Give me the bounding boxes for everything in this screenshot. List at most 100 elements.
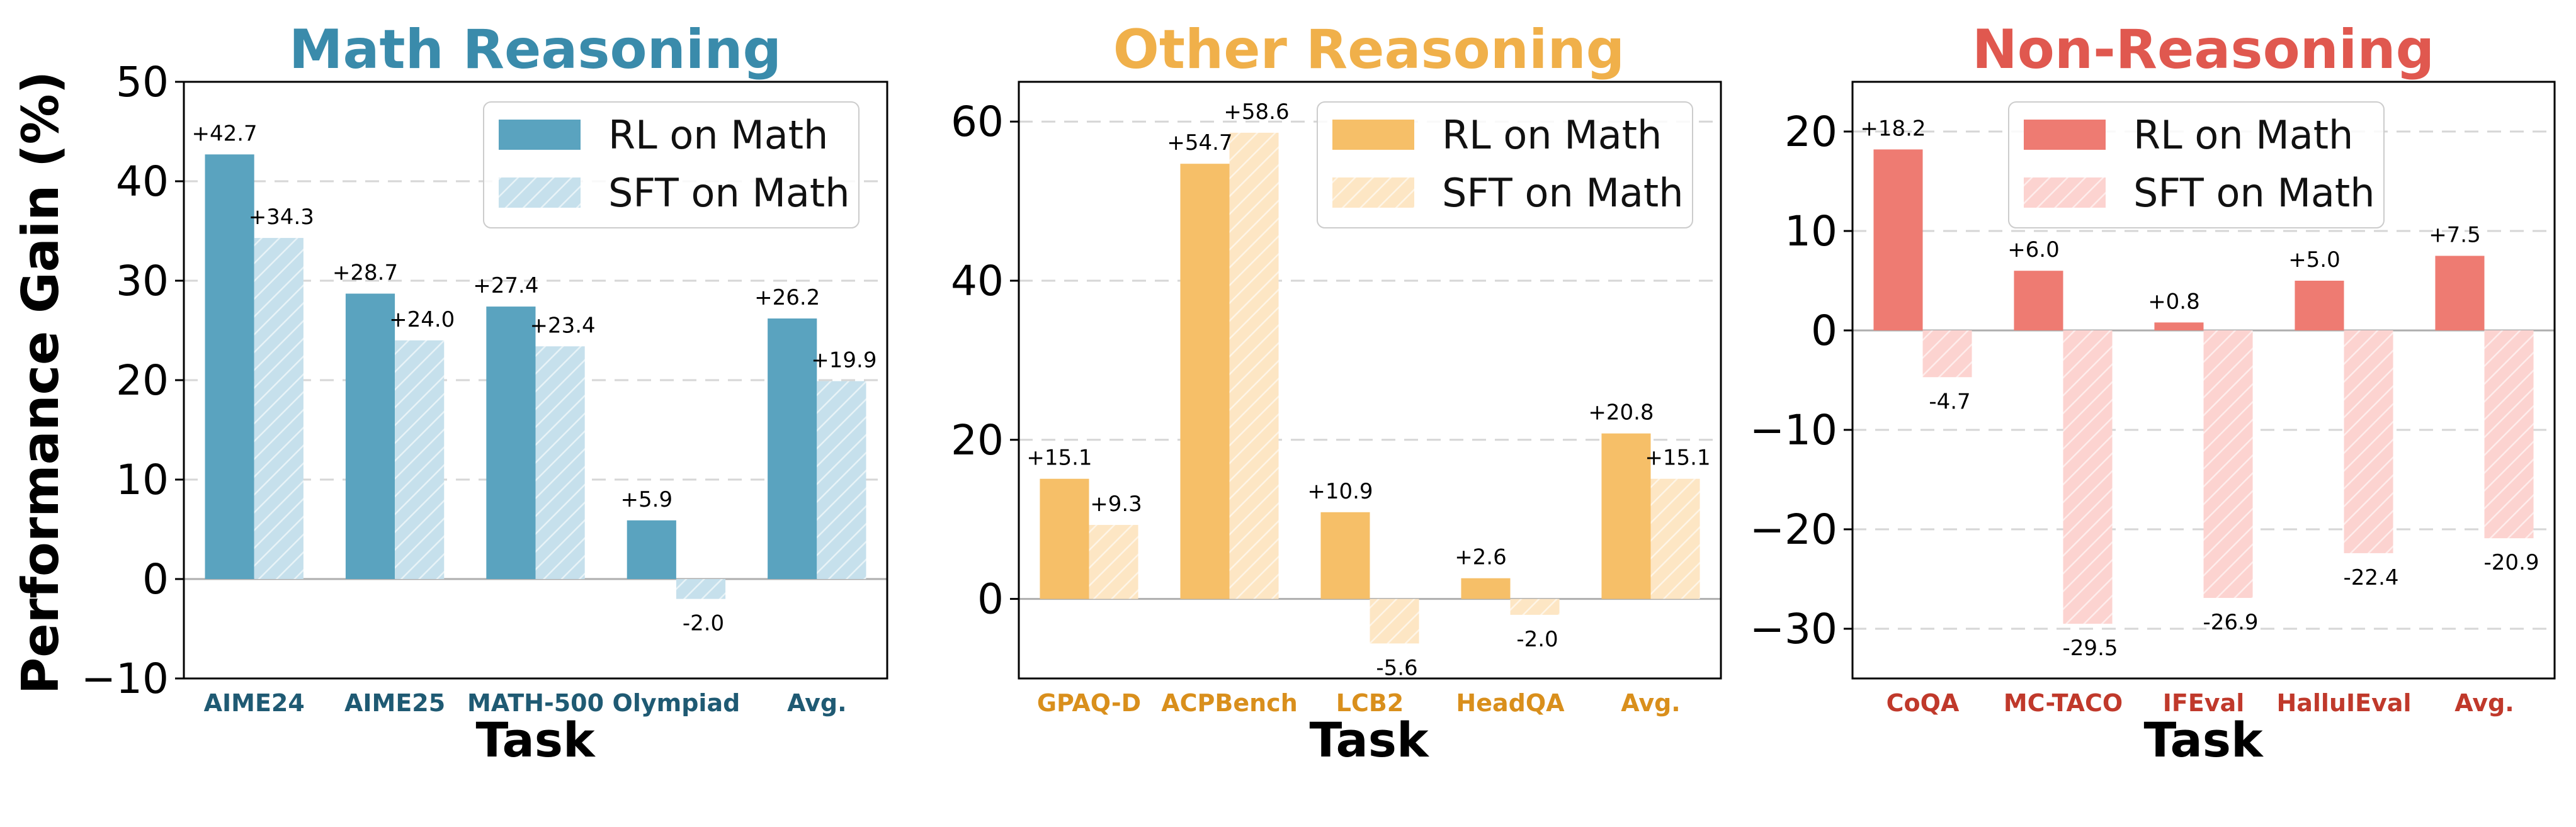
data-label: -26.9 [2203,610,2259,635]
y-tick-label: 40 [116,157,169,206]
legend-label-sft: SFT on Math [1442,170,1684,216]
panel-title: Math Reasoning [289,18,781,81]
y-tick-label: 50 [116,58,169,106]
bar-rl [345,293,395,579]
data-label: +34.3 [249,205,314,230]
bar-sft [395,340,445,579]
y-tick-label: −20 [1750,505,1837,554]
data-label: +9.3 [1090,492,1142,517]
data-label: -29.5 [2063,636,2118,661]
data-label: +19.9 [811,348,877,373]
bar-sft [1510,599,1560,615]
bar-sft [254,238,304,579]
y-tick-label: −30 [1750,605,1837,653]
bar-rl [1180,164,1230,599]
legend: RL on Math SFT on Math [2008,101,2385,228]
legend-label-rl: RL on Math [1442,112,1662,158]
data-label: -4.7 [1929,389,1970,414]
panel-title: Non-Reasoning [1972,18,2434,81]
bar-rl [2154,322,2204,330]
data-label: +20.8 [1588,400,1654,425]
bar-rl [2295,281,2344,330]
bar-rl [627,520,676,579]
data-label: +5.9 [621,487,673,512]
legend-label-sft: SFT on Math [2133,170,2375,216]
category-label: AIME25 [344,689,445,717]
bar-rl [2014,271,2063,330]
bar-rl [2435,256,2485,330]
bar-sft [2203,330,2253,599]
panel-non-reasoning: Non-Reasoning +18.2 -4.7 +6.0 -29.5 +0.8 -26.… [1750,18,2556,768]
y-tick-label: 20 [951,416,1004,464]
category-label: HalluIEval [2276,689,2411,717]
x-axis-label: Task [1309,712,1429,768]
category-label: IFEval [2163,689,2245,717]
category-label: AIME24 [204,689,305,717]
legend-label-rl: RL on Math [2133,112,2353,158]
y-tick-label: 30 [116,257,169,305]
category-label: Olympiad [613,689,740,717]
bar-rl [1601,433,1651,599]
data-label: +15.1 [1645,446,1710,471]
bar-rl [768,318,817,579]
bar-sft [1370,599,1419,644]
data-label: +54.7 [1167,130,1232,155]
legend-label-sft: SFT on Math [608,170,850,216]
bar-sft [1229,132,1279,599]
data-label: +10.9 [1307,479,1373,504]
data-label: -20.9 [2484,550,2539,575]
data-label: +0.8 [2148,289,2200,314]
bar-sft [1922,330,1972,378]
y-tick-label: 10 [1784,207,1837,256]
bar-rl [1873,149,1923,330]
bar-rl [1320,512,1370,599]
y-tick-label: 20 [116,356,169,405]
data-label: +26.2 [754,285,820,310]
category-label: Avg. [2454,689,2514,717]
category-label: MC-TACO [2004,689,2123,717]
data-label: +24.0 [389,307,455,332]
bar-sft [2484,330,2534,539]
bar-sft [1089,525,1138,599]
data-label: +18.2 [1860,116,1926,141]
category-label: ACPBench [1161,689,1298,717]
data-label: +7.5 [2429,223,2481,248]
data-label: +5.0 [2288,247,2341,273]
panel-title: Other Reasoning [1113,18,1625,81]
data-label: +23.4 [530,313,595,338]
legend-swatch-rl [1332,120,1414,150]
legend-swatch-sft [1332,177,1414,208]
data-label: +2.6 [1455,545,1507,570]
legend-swatch-sft [2024,177,2106,208]
bar-sft [1650,478,1700,599]
bar-sft [535,346,585,579]
category-label: Avg. [787,689,846,717]
bar-sft [817,381,866,579]
legend-label-rl: RL on Math [608,112,828,158]
data-label: +15.1 [1026,446,1092,471]
data-label: -2.0 [683,611,724,636]
y-tick-label: 0 [142,555,169,604]
panel-other-reasoning: Other Reasoning +15.1 +9.3 +54.7 +58.6 +10.9… [951,18,1722,768]
y-tick-label: 10 [116,456,169,504]
legend: RL on Math SFT on Math [1317,101,1693,228]
data-label: +28.7 [332,261,398,286]
bar-rl [1040,478,1089,599]
y-tick-label: 0 [977,575,1004,624]
bar-sft [2344,330,2393,553]
category-label: HeadQA [1456,689,1565,717]
bar-rl [205,154,254,580]
data-label: -2.0 [1516,627,1558,652]
data-label: -22.4 [2344,565,2399,590]
y-tick-label: 40 [951,257,1004,305]
legend: RL on Math SFT on Math [483,101,860,228]
data-label: +6.0 [2007,237,2060,262]
axes-frame [1018,81,1722,680]
y-tick-label: 60 [951,98,1004,146]
category-label: CoQA [1887,689,1960,717]
bar-sft [2063,330,2113,624]
bar-rl [486,307,536,579]
x-axis-label: Task [475,712,596,768]
y-tick-label: −10 [1750,406,1837,454]
